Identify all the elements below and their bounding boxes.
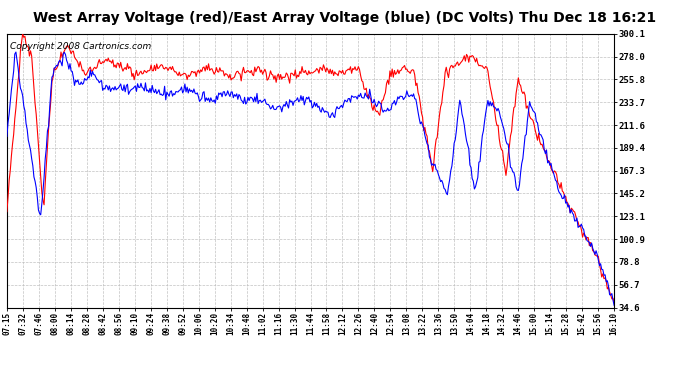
- Text: Copyright 2008 Cartronics.com: Copyright 2008 Cartronics.com: [10, 42, 151, 51]
- Text: West Array Voltage (red)/East Array Voltage (blue) (DC Volts) Thu Dec 18 16:21: West Array Voltage (red)/East Array Volt…: [33, 11, 657, 25]
